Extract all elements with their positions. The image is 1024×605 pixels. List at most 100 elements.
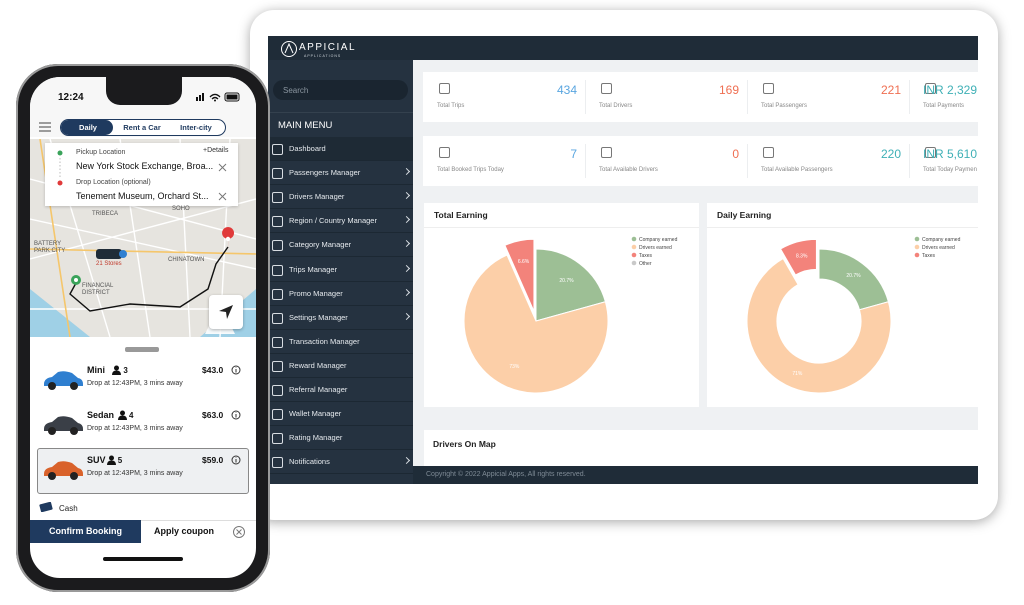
tab[interactable]: Rent a Car	[123, 123, 161, 132]
menu-title: MAIN MENU	[278, 120, 333, 131]
pie-slice	[779, 238, 817, 276]
car-seats: 3	[123, 366, 128, 375]
pie-slice	[746, 257, 892, 394]
search-box[interactable]	[273, 80, 408, 100]
stats-card	[423, 72, 978, 122]
legend-swatch	[914, 244, 920, 250]
seat-icon	[118, 410, 127, 420]
menu-item[interactable]	[268, 450, 413, 475]
pie-chart: 20.7% 73% 6.6% Company earned Drivers earned…	[463, 236, 678, 394]
menu-header	[268, 112, 413, 137]
stat-label: Total Booked Trips Today	[437, 167, 504, 173]
slice-label: 8.3%	[796, 254, 808, 260]
legend-swatch	[631, 244, 637, 250]
stat-icon	[439, 147, 450, 158]
drop-address[interactable]: Tenement Museum, Orchard St...	[76, 191, 209, 201]
car-seats: 5	[117, 456, 123, 465]
menu-label: Referral Manager	[289, 385, 348, 394]
stat-icon	[439, 83, 450, 94]
menu-item[interactable]	[268, 330, 413, 354]
tab[interactable]: Inter-city	[180, 123, 212, 132]
menu-label: Drivers Manager	[289, 192, 345, 202]
pie-slice	[504, 238, 535, 312]
legend-label: Taxes	[639, 253, 653, 259]
details-link[interactable]: +Details	[203, 147, 229, 154]
menu-item[interactable]	[268, 137, 413, 161]
clear-icons[interactable]	[218, 163, 228, 203]
menu-item[interactable]	[268, 306, 413, 330]
stats-card	[423, 136, 978, 186]
status-icons	[196, 92, 240, 102]
pickup-address[interactable]: New York Stock Exchange, Broa...	[76, 161, 214, 171]
wheel	[48, 427, 56, 435]
car-price[interactable]: $43.0	[202, 365, 224, 375]
legend-label: Drivers earned	[922, 245, 955, 251]
coupon-label: Apply coupon	[154, 526, 214, 536]
stat-label: Total Trips	[437, 103, 465, 109]
map-label: TRIBECA	[92, 211, 119, 217]
body	[112, 370, 122, 375]
dashboard-screen: APPICIAL APPLICATIONS Search MAIN MENU D…	[268, 36, 978, 484]
hamburger[interactable]	[38, 121, 52, 133]
menu-label: Notifications	[289, 457, 330, 467]
menu-item[interactable]	[268, 209, 413, 234]
stat-label: Total Drivers	[599, 103, 633, 109]
route-dots	[57, 150, 63, 186]
stat-divider	[747, 80, 748, 114]
menu-icon	[272, 385, 283, 396]
info-icon[interactable]	[231, 365, 241, 375]
info-ring	[231, 455, 241, 465]
payment-method[interactable]: Cash	[59, 504, 78, 513]
stat-label: Total Payments	[923, 103, 965, 109]
sidebar: Search MAIN MENU Dashboard Passengers Man…	[268, 60, 413, 484]
chart-title-rule	[424, 227, 699, 228]
coupon-clear[interactable]	[232, 525, 246, 539]
coupon-button[interactable]	[141, 520, 256, 544]
stat-label: Total Today Paymen	[923, 167, 977, 173]
stat-icon	[763, 83, 774, 94]
logo-icon	[281, 41, 297, 57]
stat-value: 221	[880, 83, 901, 97]
menu-item[interactable]	[268, 354, 413, 378]
pickup-label: Pickup Location	[76, 149, 126, 156]
info-icon[interactable]	[231, 455, 241, 465]
stat-value: 169	[718, 83, 739, 97]
menu-item[interactable]	[268, 402, 413, 427]
slice-label: 20.7%	[846, 273, 861, 279]
menu-icon	[272, 216, 283, 228]
menu-item[interactable]	[268, 258, 413, 282]
info-icon[interactable]	[231, 410, 241, 420]
menu-item[interactable]	[268, 185, 413, 210]
tab[interactable]: Daily	[79, 123, 97, 132]
sheet-handle	[125, 347, 159, 352]
confirm-button[interactable]	[30, 520, 141, 543]
body	[118, 415, 127, 420]
map-label: BATTERY PARK CITY	[34, 241, 66, 254]
menu-icon	[272, 409, 283, 421]
chart-title-rule	[707, 227, 978, 228]
body	[106, 460, 116, 465]
top-bar	[268, 36, 978, 60]
menu-icon	[272, 192, 283, 204]
menu-item[interactable]	[268, 378, 413, 402]
menu-icon	[272, 433, 283, 445]
car-price[interactable]: $59.0	[202, 455, 224, 465]
menu-label: Region / Country Manager	[289, 216, 377, 226]
location-card	[45, 143, 238, 206]
slice-label: 71%	[792, 371, 803, 377]
menu-icon	[272, 168, 283, 180]
menu-item[interactable]	[268, 161, 413, 186]
stat-value: INR 5,610	[923, 147, 978, 161]
stat-divider	[585, 144, 586, 178]
menu-item[interactable]	[268, 282, 413, 306]
car-price[interactable]: $63.0	[202, 410, 224, 420]
stat-label: Total Available Passengers	[761, 167, 833, 173]
stat-label: Total Passengers	[761, 103, 808, 109]
menu-item[interactable]	[268, 426, 413, 451]
menu-item[interactable]	[268, 233, 413, 258]
stat-icon	[601, 83, 612, 94]
map-label: CHINATOWN	[168, 257, 205, 263]
stat-divider	[747, 144, 748, 178]
chart-title: Daily Earning	[717, 210, 772, 220]
menu-icon	[272, 144, 283, 155]
